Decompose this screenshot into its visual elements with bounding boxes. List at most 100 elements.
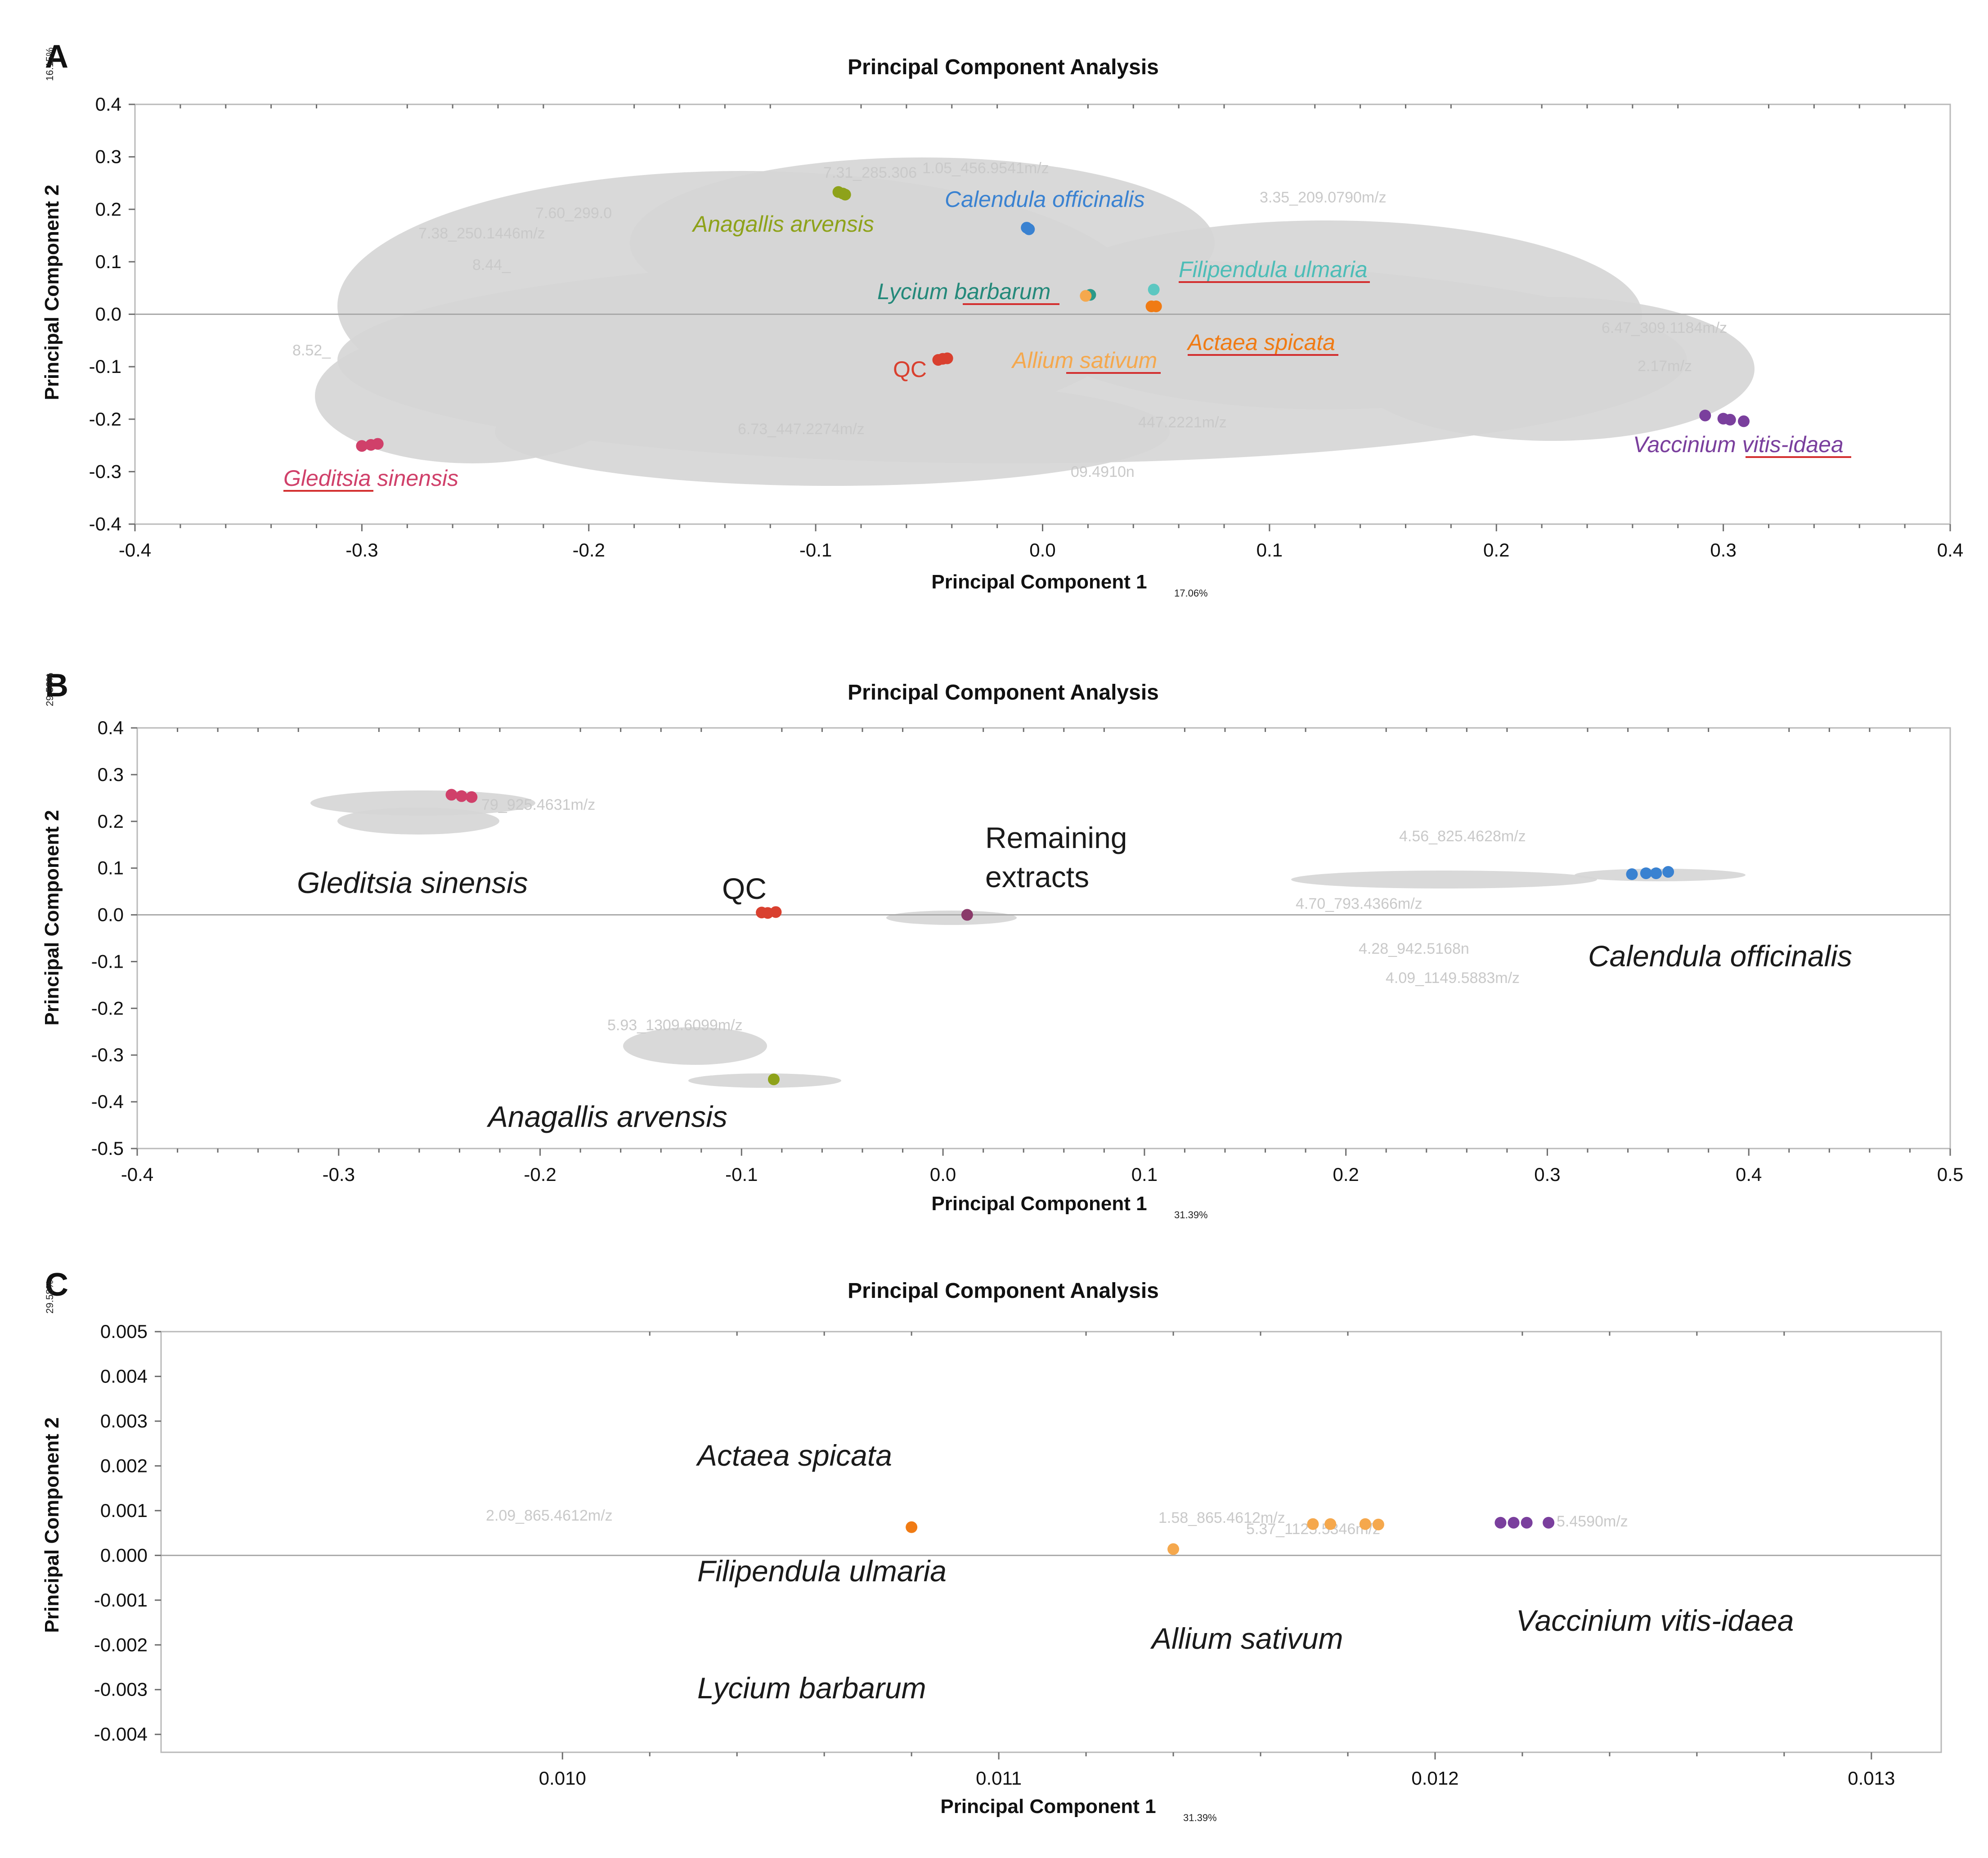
point-actaea-spicata — [1150, 301, 1162, 313]
panel-b-feature-clouds — [310, 790, 1746, 1088]
cloud-blob — [337, 808, 499, 835]
label-actaea-spicata: Actaea spicata — [1186, 330, 1335, 355]
label-vaccinium-vitis-idaea: Vaccinium vitis-idaea — [1516, 1604, 1794, 1637]
point-vaccinium-vitis-idaea — [1738, 415, 1750, 427]
ghost-label: 6.47_309.1184m/z — [1602, 319, 1727, 337]
x-variance-pct: 31.39% — [1183, 1812, 1217, 1823]
y-tick-label: -0.1 — [89, 356, 121, 377]
point-vaccinium-vitis-idaea — [1508, 1517, 1520, 1529]
ghost-label: 7.60_299.0 — [535, 205, 612, 222]
x-axis-title: Principal Component 1 — [940, 1795, 1156, 1818]
panel-c-labels: Actaea spicata Filipendula ulmaria Lyciu… — [696, 1439, 1794, 1705]
label-allium-sativum: Allium sativum — [1150, 1622, 1343, 1655]
point-vaccinium-vitis-idaea — [1543, 1517, 1555, 1529]
y-tick-label: -0.2 — [89, 408, 121, 430]
y-axis-title: Principal Component 2 — [41, 810, 63, 1025]
x-tick-label: 0.2 — [1483, 539, 1509, 561]
label-calendula-officinalis: Calendula officinalis — [1588, 939, 1852, 973]
panel-b-ghost-labels: 79_925.4631m/z 4.56_825.4628m/z 4.70_793… — [481, 796, 1526, 1034]
y-axis-title: Principal Component 2 — [41, 184, 63, 400]
y-variance-pct: 29.58% — [44, 673, 55, 706]
x-tick-label: 0.012 — [1411, 1768, 1458, 1789]
x-tick-label: -0.4 — [121, 1164, 153, 1185]
ghost-label: 447.2221m/z — [1138, 414, 1227, 431]
y-tick-label: 0.000 — [100, 1544, 148, 1566]
ghost-label: 5.93_1309.6099m/z — [607, 1017, 743, 1034]
panel-c-points — [906, 1517, 1555, 1555]
point-actaea-spicata — [906, 1521, 918, 1533]
x-tick-label: -0.2 — [524, 1164, 556, 1185]
ghost-label: 1.05_456.9541m/z — [922, 160, 1049, 177]
y-variance-pct: 16.15% — [44, 47, 55, 81]
x-tick-label: 0.3 — [1710, 539, 1736, 561]
point-calendula-officinalis — [1662, 866, 1674, 878]
cloud-blob — [886, 911, 1017, 925]
x-tick-label: 0.1 — [1131, 1164, 1158, 1185]
ghost-label: 79_925.4631m/z — [481, 796, 595, 813]
point-calendula-officinalis — [1650, 867, 1662, 880]
y-tick-label: 0.0 — [95, 304, 121, 325]
ghost-label: 4.28_942.5168n — [1359, 940, 1469, 957]
ghost-label: 6.73_447.2274m/z — [738, 421, 865, 438]
point-gleditsia-sinensis — [445, 789, 458, 801]
label-calendula-officinalis: Calendula officinalis — [945, 187, 1145, 212]
x-tick-label: 0.013 — [1848, 1768, 1895, 1789]
label-remaining-line2: extracts — [985, 860, 1089, 893]
panel-b-labels: Gleditsia sinensis QC Remaining extracts… — [297, 821, 1852, 1133]
y-tick-label: 0.1 — [98, 857, 124, 879]
panel-b-title: Principal Component Analysis — [848, 681, 1159, 705]
x-tick-label: 0.2 — [1333, 1164, 1359, 1185]
ghost-label: 8.52_ — [292, 342, 331, 359]
y-tick-label: 0.001 — [100, 1500, 148, 1521]
point-vaccinium-vitis-idaea — [1699, 409, 1711, 422]
x-tick-label: -0.2 — [573, 539, 605, 561]
ghost-label: 2.09_865.4612m/z — [486, 1507, 613, 1524]
x-tick-label: 0.0 — [1029, 539, 1055, 561]
cloud-blob — [310, 790, 535, 816]
point-gleditsia-sinensis — [455, 790, 467, 802]
panel-a-points — [356, 186, 1750, 452]
y-variance-pct: 29.58% — [44, 1280, 55, 1314]
ghost-label: 4.70_793.4366m/z — [1296, 895, 1423, 912]
point-filipendula-ulmaria — [1148, 283, 1160, 296]
ghost-label: 3.35_209.0790m/z — [1260, 189, 1387, 206]
point-calendula-officinalis — [1023, 223, 1035, 235]
cloud-blob — [1291, 871, 1597, 889]
point-gleditsia-sinensis — [356, 440, 368, 452]
y-tick-label: -0.5 — [91, 1138, 124, 1159]
point-allium-sativum — [1324, 1518, 1337, 1530]
panel-c-letter: C — [45, 1267, 68, 1303]
point-calendula-officinalis — [1626, 868, 1638, 880]
label-actaea-spicata: Actaea spicata — [696, 1439, 892, 1472]
y-tick-label: 0.004 — [100, 1365, 148, 1387]
point-calendula-officinalis — [1640, 867, 1652, 880]
point-anagallis-arvensis — [767, 1073, 780, 1086]
panel-c-ghost-labels: 2.09_865.4612m/z 1.58_865.4612m/z 5.37_1… — [486, 1507, 1628, 1538]
y-tick-label: 0.0 — [98, 904, 124, 925]
y-tick-label: -0.004 — [94, 1723, 148, 1745]
ghost-label: 1.58_865.4612m/z — [1158, 1509, 1285, 1526]
label-anagallis-arvensis: Anagallis arvensis — [691, 211, 874, 237]
y-tick-label: 0.1 — [95, 251, 121, 272]
label-remaining-line1: Remaining — [985, 821, 1127, 854]
y-axis-title: Principal Component 2 — [41, 1417, 63, 1633]
label-filipendula-ulmaria: Filipendula ulmaria — [1179, 257, 1368, 282]
ghost-label: 5.4590m/z — [1557, 1513, 1628, 1530]
y-tick-label: 0.3 — [98, 764, 124, 785]
x-variance-pct: 17.06% — [1174, 588, 1208, 599]
x-tick-label: -0.4 — [119, 539, 151, 561]
ghost-label: 2.17m/z — [1638, 358, 1692, 375]
label-gleditsia-sinensis: Gleditsia sinensis — [283, 466, 458, 491]
panel-c-axes: 0.005 0.004 0.003 0.002 0.001 0.000 -0.001 -0.0… — [41, 1280, 1942, 1823]
x-tick-label: -0.1 — [725, 1164, 758, 1185]
ghost-label: 4.56_825.4628m/z — [1399, 828, 1526, 845]
panel-b-axes: 0.4 0.3 0.2 0.1 0.0 -0.1 -0.2 -0.3 -0.4 -0.5 -0.4 -… — [41, 673, 1963, 1221]
label-gleditsia-sinensis: Gleditsia sinensis — [297, 866, 528, 899]
y-tick-label: 0.4 — [98, 717, 124, 738]
panel-a-letter: A — [45, 39, 68, 75]
label-anagallis-arvensis: Anagallis arvensis — [486, 1100, 727, 1133]
panel-a-ghost-labels: 1.05_456.9541m/z 7.31_285.306 3.35_209.0… — [292, 160, 1727, 480]
panel-b: B Principal Component Analysis 79_925.46… — [41, 668, 1963, 1221]
x-tick-label: 0.010 — [539, 1768, 586, 1789]
